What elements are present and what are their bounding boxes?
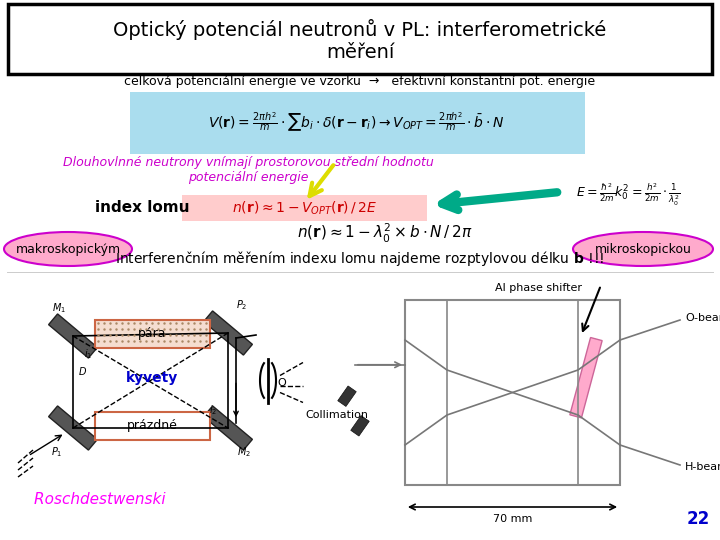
Text: O-beam: O-beam <box>685 313 720 323</box>
Text: $M_1$: $M_1$ <box>52 301 66 315</box>
Polygon shape <box>48 314 97 358</box>
Text: Roschdest​wenski: Roschdest​wenski <box>34 492 166 508</box>
Text: $P_2$: $P_2$ <box>236 298 248 312</box>
Polygon shape <box>204 311 253 355</box>
Text: pára: pára <box>138 327 166 341</box>
Text: index lomu: index lomu <box>95 199 189 214</box>
Text: $P_1$: $P_1$ <box>51 445 63 459</box>
FancyBboxPatch shape <box>95 320 210 348</box>
Text: $i_2$: $i_2$ <box>209 403 217 417</box>
Text: Optický potenciál neutronů v PL: interferometrické
měření: Optický potenciál neutronů v PL: interfe… <box>113 18 607 62</box>
Text: $M_2$: $M_2$ <box>237 445 251 459</box>
Text: $i_1$: $i_1$ <box>84 347 92 361</box>
Text: Al phase shifter: Al phase shifter <box>495 283 582 293</box>
Polygon shape <box>570 338 602 418</box>
Polygon shape <box>338 386 356 407</box>
Text: $V(\mathbf{r}) = \frac{2\pi h^2}{m}\cdot\sum b_i\cdot\delta(\mathbf{r}-\mathbf{r: $V(\mathbf{r}) = \frac{2\pi h^2}{m}\cdot… <box>207 110 504 134</box>
FancyBboxPatch shape <box>182 195 427 221</box>
Text: $D$: $D$ <box>78 365 88 377</box>
Text: $E = \frac{\hbar^2}{2m}k_0^2 = \frac{h^2}{2m}\cdot\frac{1}{\lambda_0^2}$: $E = \frac{\hbar^2}{2m}k_0^2 = \frac{h^2… <box>576 182 680 208</box>
Text: $n(\mathbf{r}) \approx 1 - V_{OPT}(\mathbf{r})\,/\,2E$: $n(\mathbf{r}) \approx 1 - V_{OPT}(\math… <box>233 199 377 217</box>
Text: 70 mm: 70 mm <box>492 514 532 524</box>
Bar <box>405 300 620 485</box>
Text: H-beam: H-beam <box>685 462 720 472</box>
FancyBboxPatch shape <box>95 412 210 440</box>
Text: Interferenčním měřením indexu lomu najdeme rozptylovou délku $\mathbf{b}$ !!!: Interferenčním měřením indexu lomu najde… <box>115 249 605 268</box>
Text: O: O <box>278 377 287 388</box>
Text: makroskopickým: makroskopickým <box>15 242 120 255</box>
FancyBboxPatch shape <box>130 92 585 154</box>
Ellipse shape <box>573 232 713 266</box>
Text: mikroskopickou: mikroskopickou <box>595 242 691 255</box>
Polygon shape <box>48 406 97 450</box>
Ellipse shape <box>4 232 132 266</box>
Text: prázdné: prázdné <box>127 420 177 433</box>
FancyBboxPatch shape <box>8 4 712 74</box>
Text: Dlouhovlnné neutrony vnímají prostorovou střední hodnotu
potenciální energie: Dlouhovlnné neutrony vnímají prostorovou… <box>63 156 433 184</box>
Text: 22: 22 <box>687 510 710 528</box>
Text: kyvety: kyvety <box>126 371 178 385</box>
Text: $n(\mathbf{r}) \approx 1 - \lambda_0^2 \times b \cdot N\,/\,2\pi$: $n(\mathbf{r}) \approx 1 - \lambda_0^2 \… <box>297 221 473 245</box>
Polygon shape <box>351 416 369 436</box>
Text: celková potenciální energie ve vzorku  →   efektivní konstantní pot. energie: celková potenciální energie ve vzorku → … <box>125 76 595 89</box>
Text: Collimation: Collimation <box>305 410 369 420</box>
Polygon shape <box>204 406 253 450</box>
